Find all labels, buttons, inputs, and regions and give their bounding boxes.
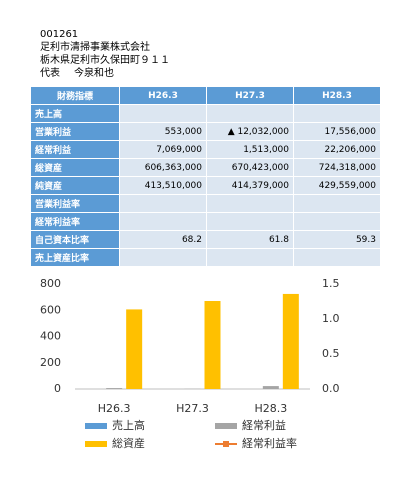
- cell: ▲ 12,032,000: [206, 122, 294, 141]
- cell: 413,510,000: [119, 176, 207, 195]
- row: 営業利益 553,000 ▲ 12,032,000 17,556,000: [30, 122, 381, 141]
- cell: [293, 104, 381, 123]
- cell: [293, 194, 381, 213]
- cell: [293, 212, 381, 231]
- y-tick-label: 0: [54, 382, 61, 395]
- cell: [206, 104, 294, 123]
- row: 売上高: [30, 104, 381, 123]
- cell: 61.8: [206, 230, 294, 249]
- bar: [204, 301, 221, 389]
- row: 純資産 413,510,000 414,379,000 429,559,000: [30, 176, 381, 195]
- cell: 7,069,000: [119, 140, 207, 159]
- y2-tick-label: 0.0: [322, 382, 340, 395]
- cell: 670,423,000: [206, 158, 294, 177]
- code: 001261: [40, 29, 79, 40]
- x-tick-label: H26.3: [98, 402, 131, 415]
- column-header: H26.3: [119, 86, 207, 105]
- y-tick-label: 200: [40, 356, 61, 369]
- row: 売上資産比率: [30, 248, 381, 267]
- bar: [282, 293, 299, 389]
- legend-swatch: [215, 423, 237, 429]
- row-label: 売上高: [30, 104, 120, 123]
- legend-swatch: [85, 441, 107, 447]
- x-tick-label: H28.3: [254, 402, 287, 415]
- bar: [126, 309, 143, 389]
- cell: [206, 194, 294, 213]
- legend-label: 売上高: [112, 418, 145, 432]
- row-label: 総資産: [30, 158, 120, 177]
- cell: 17,556,000: [293, 122, 381, 141]
- legend-label: 経常利益: [242, 418, 286, 432]
- y-tick-label: 800: [40, 277, 61, 290]
- y-tick-label: 600: [40, 303, 61, 316]
- legend-label: 経常利益率: [242, 436, 297, 450]
- column-header: H27.3: [206, 86, 294, 105]
- row-label: 営業利益率: [30, 194, 120, 213]
- row-label: 経常利益率: [30, 212, 120, 231]
- row: 営業利益率: [30, 194, 381, 213]
- cell: 1,513,000: [206, 140, 294, 159]
- y2-tick-label: 1.0: [322, 312, 340, 325]
- y2-tick-label: 0.5: [322, 347, 340, 360]
- header-row: 財務指標 H26.3 H27.3 H28.3: [30, 86, 381, 105]
- cell: 59.3: [293, 230, 381, 249]
- bar: [262, 386, 279, 389]
- y2-tick-label: 1.5: [322, 277, 340, 290]
- legend-label: 総資産: [112, 436, 145, 450]
- chart: 0 200 400 600 800 0.0 0.5 1.0 1.5 H26.3 H27.3 H28.3…: [40, 277, 340, 450]
- row-label: 自己資本比率: [30, 230, 120, 249]
- cell: 68.2: [119, 230, 207, 249]
- rep-label: 代表: [40, 68, 60, 79]
- legend-swatch: [223, 441, 229, 447]
- row: 総資産 606,363,000 670,423,000 724,318,000: [30, 158, 381, 177]
- cell: 414,379,000: [206, 176, 294, 195]
- row: 経常利益率: [30, 212, 381, 231]
- x-tick-label: H27.3: [176, 402, 209, 415]
- y-tick-label: 400: [40, 330, 61, 343]
- column-header: 財務指標: [30, 86, 120, 105]
- cell: [293, 248, 381, 267]
- row: 経常利益 7,069,000 1,513,000 22,206,000: [30, 140, 381, 159]
- cell: [119, 212, 207, 231]
- cell: 724,318,000: [293, 158, 381, 177]
- row-label: 純資産: [30, 176, 120, 195]
- legend-swatch: [85, 423, 107, 429]
- representative: 代表 今泉和也: [40, 67, 170, 80]
- cell: 22,206,000: [293, 140, 381, 159]
- bar: [106, 388, 123, 389]
- cell: 429,559,000: [293, 176, 381, 195]
- cell: [119, 248, 207, 267]
- cell: [206, 248, 294, 267]
- company: 足利市清掃事業株式会社: [40, 42, 150, 53]
- cell: [119, 194, 207, 213]
- cell: [119, 104, 207, 123]
- address: 栃木県足利市久保田町９１１: [40, 55, 170, 66]
- cell: [206, 212, 294, 231]
- row-label: 営業利益: [30, 122, 120, 141]
- cell: 553,000: [119, 122, 207, 141]
- rep-name: 今泉和也: [74, 68, 114, 79]
- row: 自己資本比率 68.2 61.8 59.3: [30, 230, 381, 249]
- row-label: 経常利益: [30, 140, 120, 159]
- cell: 606,363,000: [119, 158, 207, 177]
- row-label: 売上資産比率: [30, 248, 120, 267]
- header: 001261 足利市清掃事業株式会社 栃木県足利市久保田町９１１ 代表 今泉和也: [40, 28, 170, 80]
- financial-table: 財務指標 H26.3 H27.3 H28.3 売上高 営業利益 553,000 ▲ 12,03…: [30, 86, 381, 267]
- column-header: H28.3: [293, 86, 381, 105]
